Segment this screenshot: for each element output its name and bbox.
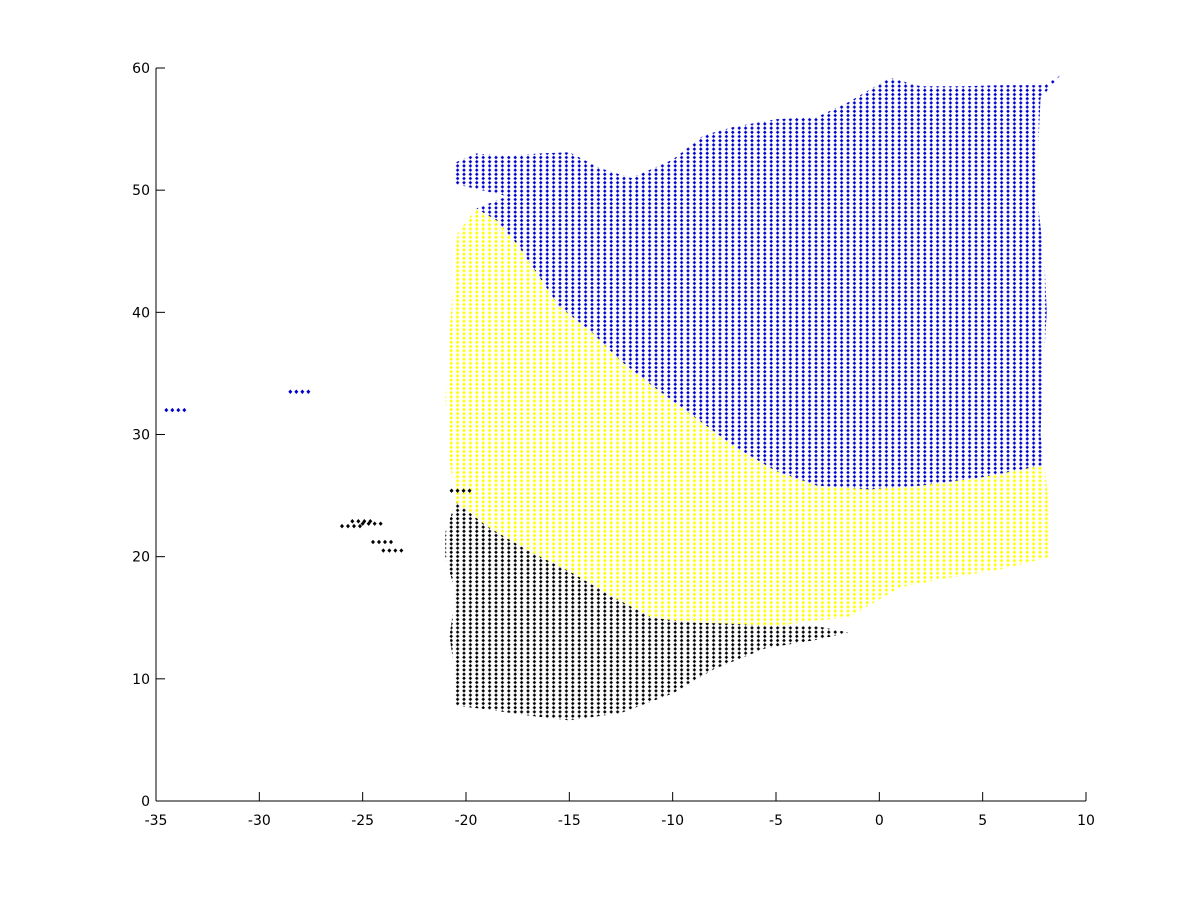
y-tick-label: 50 <box>132 183 150 199</box>
x-tick-label: 0 <box>875 813 884 829</box>
x-tick-label: -25 <box>351 813 374 829</box>
series-3 <box>340 488 849 721</box>
x-tick-label: 10 <box>1077 813 1095 829</box>
y-tick-label: 0 <box>141 794 150 810</box>
y-tick-label: 60 <box>132 61 150 77</box>
x-tick-label: 5 <box>978 813 987 829</box>
data-point <box>340 523 362 529</box>
series-1 <box>164 74 1062 490</box>
x-tick-label: -10 <box>661 813 684 829</box>
series-2 <box>445 208 1051 627</box>
y-tick-label: 30 <box>132 428 150 444</box>
series-3-region <box>445 501 849 721</box>
series-1-region <box>453 74 1062 490</box>
y-tick-label: 10 <box>132 672 150 688</box>
y-tick-label: 40 <box>132 305 150 321</box>
axes-layer: -35 -30 -25 -20 -15 -10 -5 0 5 10 0 10 20 30 40 50 60 <box>132 61 1095 829</box>
data-point <box>350 519 373 524</box>
x-tick-label: -15 <box>558 813 581 829</box>
points-layer <box>164 74 1062 721</box>
data-point <box>449 488 472 493</box>
data-point <box>371 539 393 545</box>
data-point <box>288 389 311 394</box>
x-tick-label: -5 <box>769 813 783 829</box>
data-point <box>360 521 383 526</box>
y-tick-label: 20 <box>132 550 150 566</box>
series-2-region <box>445 208 1051 627</box>
data-point <box>381 548 404 553</box>
data-point <box>164 407 187 413</box>
x-tick-label: -30 <box>248 813 271 829</box>
x-tick-label: -20 <box>455 813 478 829</box>
x-tick-label: -35 <box>145 813 168 829</box>
